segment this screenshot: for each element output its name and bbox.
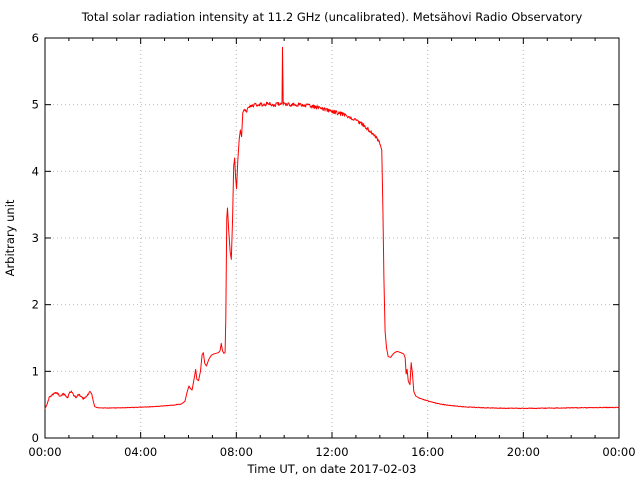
- y-tick-label: 5: [32, 98, 39, 112]
- y-tick-label: 4: [32, 164, 39, 178]
- gridlines: [45, 38, 619, 438]
- y-tick-label: 3: [32, 231, 39, 245]
- x-tick-label: 08:00: [220, 445, 253, 459]
- tick-labels: 00:00 04:00 08:00 12:00 16:00 20:00 00:0001234…: [28, 31, 635, 459]
- y-tick-label: 2: [32, 298, 39, 312]
- x-tick-label: 16:00: [411, 445, 444, 459]
- y-tick-label: 6: [32, 31, 39, 45]
- x-tick-label: 00:00: [28, 445, 61, 459]
- y-axis-label: Arbitrary unit: [3, 199, 17, 276]
- plot-frame: [44, 37, 620, 439]
- x-tick-label: 20:00: [507, 445, 540, 459]
- radiation-curve: [44, 46, 620, 410]
- y-tick-label: 0: [32, 431, 39, 445]
- y-tick-label: 1: [32, 364, 39, 378]
- x-tick-label: 12:00: [315, 445, 348, 459]
- x-tick-label: 00:00: [602, 445, 635, 459]
- x-axis-label: Time UT, on date 2017-02-03: [247, 462, 417, 476]
- chart-title: Total solar radiation intensity at 11.2 …: [81, 10, 583, 24]
- x-tick-label: 04:00: [124, 445, 157, 459]
